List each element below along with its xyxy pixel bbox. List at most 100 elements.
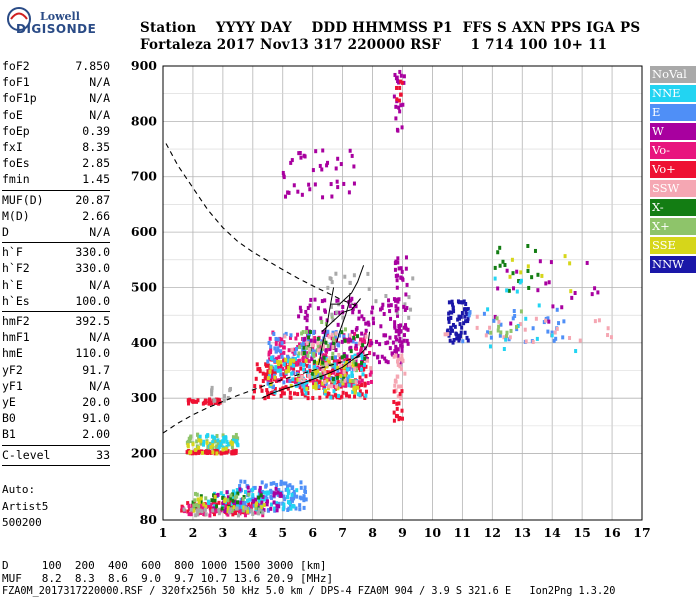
legend-item-noval: NoVal: [650, 66, 696, 83]
data-point: [342, 376, 346, 381]
data-point: [366, 381, 370, 386]
data-point: [255, 362, 259, 367]
data-point: [289, 383, 293, 388]
data-point: [449, 315, 453, 320]
data-point: [304, 497, 308, 502]
data-point: [578, 338, 582, 343]
data-point: [231, 435, 235, 440]
data-point: [249, 504, 253, 509]
data-point: [547, 280, 551, 285]
data-point: [310, 357, 314, 362]
data-point: [193, 498, 197, 503]
data-point: [202, 502, 206, 507]
data-point: [268, 489, 272, 494]
data-point: [337, 343, 341, 348]
data-point: [180, 508, 184, 513]
data-point: [536, 288, 540, 293]
data-point: [338, 355, 342, 360]
data-point: [292, 358, 296, 363]
data-point: [242, 505, 246, 510]
data-point: [354, 380, 358, 385]
data-point: [300, 382, 304, 387]
data-point: [369, 379, 373, 384]
data-point: [332, 389, 336, 394]
data-point: [199, 494, 203, 499]
data-point: [253, 384, 257, 389]
data-point: [296, 332, 300, 337]
data-point: [593, 319, 597, 324]
data-point: [344, 391, 348, 396]
data-point: [396, 347, 400, 352]
data-point: [364, 328, 368, 333]
data-point: [320, 320, 324, 325]
data-point: [361, 343, 365, 348]
data-point: [456, 334, 460, 339]
data-point: [369, 370, 373, 375]
data-point: [217, 507, 221, 512]
data-point: [281, 170, 285, 175]
data-point: [335, 363, 339, 368]
data-point: [370, 341, 374, 346]
data-point: [197, 500, 201, 505]
trace-line: [261, 331, 371, 399]
data-point: [377, 360, 381, 365]
data-point: [362, 362, 366, 367]
data-point: [233, 491, 237, 496]
data-point: [207, 500, 211, 505]
data-point: [526, 264, 530, 269]
data-point: [398, 69, 402, 74]
data-point: [337, 352, 341, 357]
logo-text-lowell: Lowell: [40, 10, 80, 23]
data-point: [270, 390, 274, 395]
x-tick-label: 5: [278, 525, 287, 540]
data-point: [291, 494, 295, 499]
data-point: [275, 378, 279, 383]
data-point: [282, 372, 286, 377]
param-value: N/A: [89, 378, 110, 393]
data-point: [395, 75, 399, 80]
data-point: [371, 316, 375, 321]
data-point: [394, 329, 398, 334]
param-d: D N/A: [2, 224, 110, 240]
data-point: [456, 299, 460, 304]
x-tick-label: 10: [424, 525, 442, 540]
data-point: [400, 389, 404, 394]
data-point: [364, 321, 368, 326]
data-point: [243, 489, 247, 494]
data-point: [466, 307, 470, 312]
data-point: [351, 389, 355, 394]
data-point: [302, 494, 306, 499]
data-point: [351, 306, 355, 311]
header-values: Fortaleza 2017 Nov13 317 220000 RSF 1 71…: [140, 37, 608, 53]
data-point: [570, 295, 574, 300]
data-point: [460, 311, 464, 316]
data-point: [379, 324, 383, 329]
legend-item-nnw: NNW: [650, 256, 696, 273]
data-point: [287, 356, 291, 361]
data-point: [511, 271, 515, 276]
data-point: [388, 346, 392, 351]
data-point: [263, 497, 267, 502]
data-point: [398, 338, 402, 343]
data-point: [508, 274, 512, 279]
data-point: [363, 340, 367, 345]
param-name: foF1: [2, 75, 30, 90]
data-point: [327, 375, 331, 380]
data-point: [348, 304, 352, 309]
data-point: [301, 341, 305, 346]
data-point: [282, 340, 286, 345]
data-point: [393, 298, 397, 303]
data-point: [351, 379, 355, 384]
data-point: [265, 502, 269, 507]
data-point: [352, 360, 356, 365]
data-point: [251, 395, 255, 400]
data-point: [379, 307, 383, 312]
data-point: [244, 506, 248, 511]
data-point: [394, 308, 398, 313]
data-point: [213, 400, 217, 405]
data-point: [344, 370, 348, 375]
data-point: [348, 280, 352, 285]
data-point: [312, 351, 316, 356]
data-point: [451, 340, 455, 345]
data-point: [204, 496, 208, 501]
